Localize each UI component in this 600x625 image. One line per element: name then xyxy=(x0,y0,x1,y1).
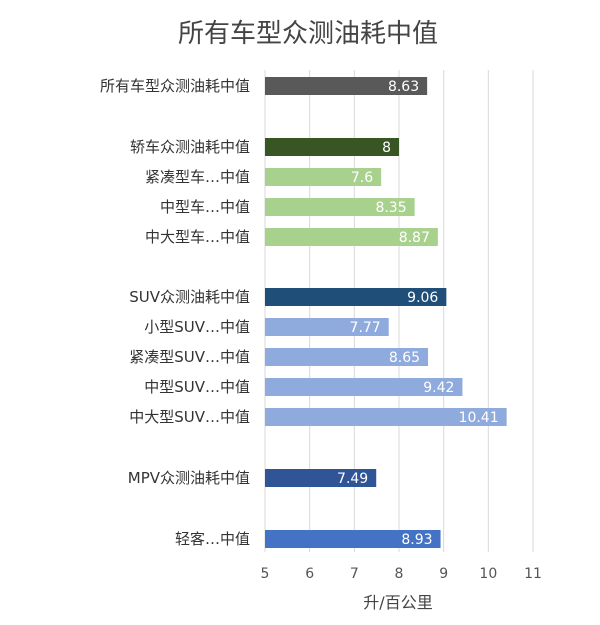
data-label: 8.35 xyxy=(375,200,406,216)
x-tick-label: 11 xyxy=(524,566,542,582)
category-label: 轿车众测油耗中值 xyxy=(130,138,250,156)
category-label: 紧凑型SUV…中值 xyxy=(129,348,250,366)
bar xyxy=(265,408,507,426)
data-label: 7.77 xyxy=(350,320,381,336)
x-tick-label: 6 xyxy=(305,566,314,582)
data-label: 8.93 xyxy=(401,532,432,548)
bar xyxy=(265,530,441,548)
bar xyxy=(265,198,415,216)
data-label: 8 xyxy=(382,140,391,156)
category-label: 轻客…中值 xyxy=(175,530,250,548)
data-label: 8.87 xyxy=(399,230,430,246)
category-label: 小型SUV…中值 xyxy=(144,318,250,336)
x-tick-label: 9 xyxy=(439,566,448,582)
bar xyxy=(265,348,429,366)
category-label: 所有车型众测油耗中值 xyxy=(100,77,250,95)
category-label: 中大型SUV…中值 xyxy=(129,408,250,426)
data-label: 10.41 xyxy=(459,410,499,426)
x-tick-layer: 5 6 7 8 9 10 11 xyxy=(261,566,542,582)
category-label: MPV众测油耗中值 xyxy=(128,469,250,487)
x-tick-label: 5 xyxy=(261,566,270,582)
data-label: 9.42 xyxy=(423,380,454,396)
data-label: 8.63 xyxy=(388,79,419,95)
data-label: 9.06 xyxy=(407,290,438,306)
category-label: 中型车…中值 xyxy=(160,198,250,216)
category-label: 中大型车…中值 xyxy=(145,228,250,246)
bar-layer: 8.63 8 7.68.35 8.87 9.06 7.77 8.659.42 10.41 7.4… xyxy=(265,77,507,548)
category-label: SUV众测油耗中值 xyxy=(129,288,250,306)
bar xyxy=(265,378,463,396)
bar xyxy=(265,469,377,487)
bar xyxy=(265,77,428,95)
data-label: 8.65 xyxy=(389,350,420,366)
bar xyxy=(265,288,447,306)
bar xyxy=(265,168,382,186)
chart-title: 所有车型众测油耗中值 xyxy=(178,19,438,49)
category-label: 中型SUV…中值 xyxy=(144,378,250,396)
bar xyxy=(265,138,399,156)
bar xyxy=(265,318,389,336)
x-tick-label: 8 xyxy=(395,566,404,582)
data-label: 7.6 xyxy=(351,170,373,186)
x-tick-label: 10 xyxy=(479,566,497,582)
data-label: 7.49 xyxy=(337,471,368,487)
x-tick-label: 7 xyxy=(350,566,359,582)
x-axis-title: 升/百公里 xyxy=(363,593,432,612)
bar xyxy=(265,228,438,246)
category-label: 紧凑型车…中值 xyxy=(145,168,250,186)
